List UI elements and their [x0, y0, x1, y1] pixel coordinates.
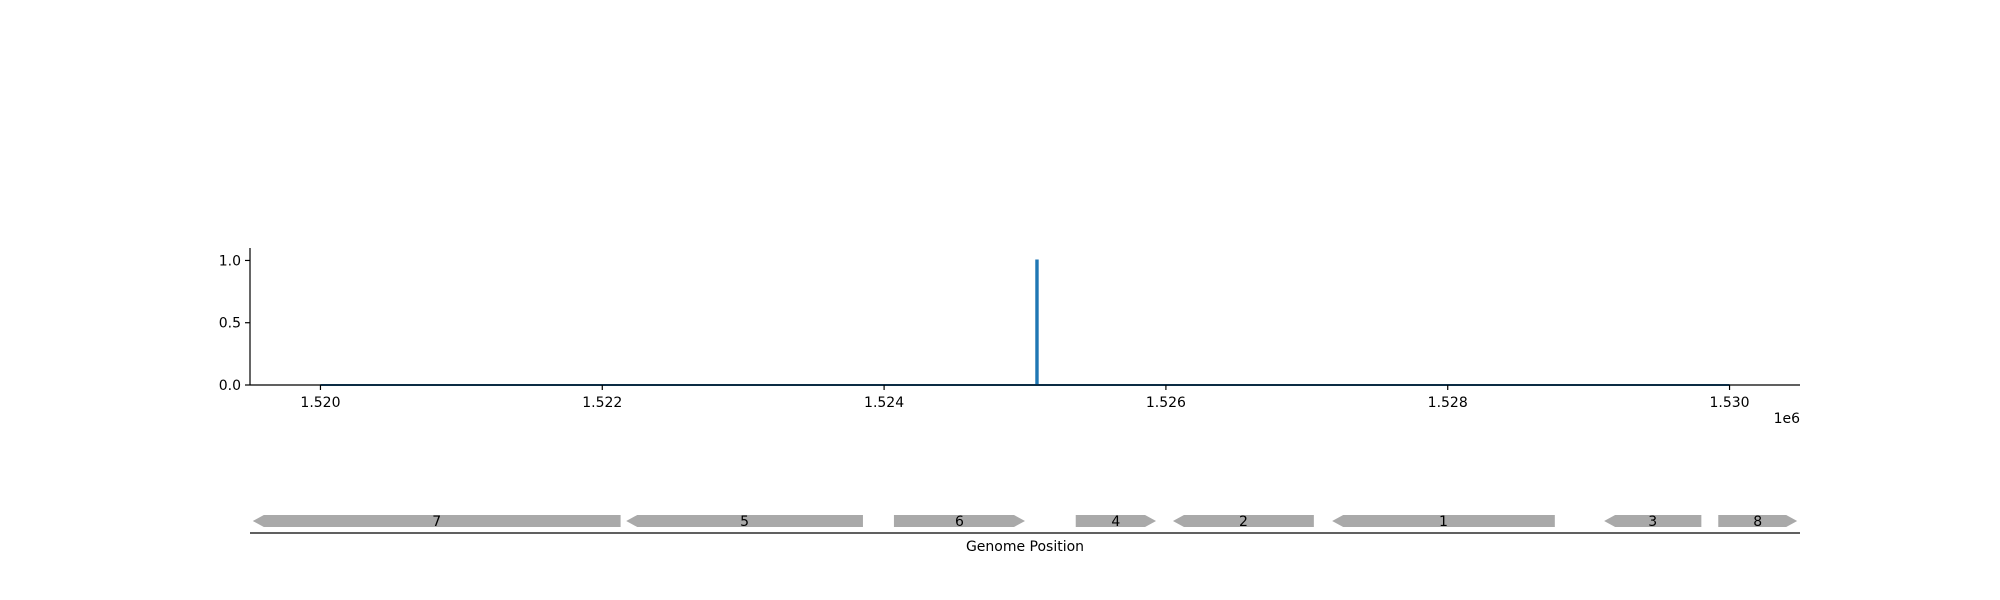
- x-axis-label: Genome Position: [966, 539, 1084, 555]
- gene-6: 6: [893, 514, 1025, 530]
- y-tick-label: 1.0: [219, 253, 241, 269]
- gene-5: 5: [626, 514, 863, 530]
- gene-label: 1: [1439, 514, 1448, 530]
- gene-1: 1: [1332, 514, 1555, 530]
- gene-label: 3: [1648, 514, 1657, 530]
- gene-label: 8: [1753, 514, 1762, 530]
- gene-2: 2: [1172, 514, 1314, 530]
- gene-label: 6: [955, 514, 964, 530]
- gene-track: 7 5 6 4 2 1 3 8 Genome Position: [250, 514, 1800, 555]
- x-tick-label: 1.524: [864, 395, 904, 411]
- gene-4: 4: [1075, 514, 1157, 530]
- y-tick-label: 0.5: [219, 316, 241, 332]
- y-axis-ticks: 0.0 0.5 1.0: [219, 253, 250, 394]
- gene-arrow: [893, 515, 1025, 527]
- gene-label: 2: [1239, 514, 1248, 530]
- gene-arrow: [1718, 515, 1798, 527]
- x-tick-label: 1.526: [1146, 395, 1186, 411]
- gene-8: 8: [1718, 514, 1798, 530]
- gene-3: 3: [1604, 514, 1702, 530]
- gene-7: 7: [252, 514, 621, 530]
- gene-arrow: [252, 515, 621, 527]
- x-axis-offset-label: 1e6: [1774, 411, 1801, 427]
- x-tick-label: 1.522: [582, 395, 622, 411]
- gene-arrow: [1172, 515, 1314, 527]
- y-tick-label: 0.0: [219, 378, 241, 394]
- gene-arrow: [626, 515, 863, 527]
- gene-arrow: [1604, 515, 1702, 527]
- gene-arrows-layer: 7 5 6 4 2 1 3 8: [252, 514, 1798, 530]
- gene-arrow: [1332, 515, 1555, 527]
- signal-plot: 1.520 1.522 1.524 1.526 1.528 1.530 0.0 0.5 1.0…: [219, 248, 1800, 427]
- gene-label: 7: [432, 514, 441, 530]
- x-tick-label: 1.528: [1428, 395, 1468, 411]
- gene-label: 4: [1111, 514, 1120, 530]
- gene-label: 5: [740, 514, 749, 530]
- x-tick-label: 1.530: [1709, 395, 1749, 411]
- x-tick-label: 1.520: [300, 395, 340, 411]
- x-axis-ticks: 1.520 1.522 1.524 1.526 1.528 1.530: [300, 385, 1750, 411]
- gene-arrow: [1075, 515, 1157, 527]
